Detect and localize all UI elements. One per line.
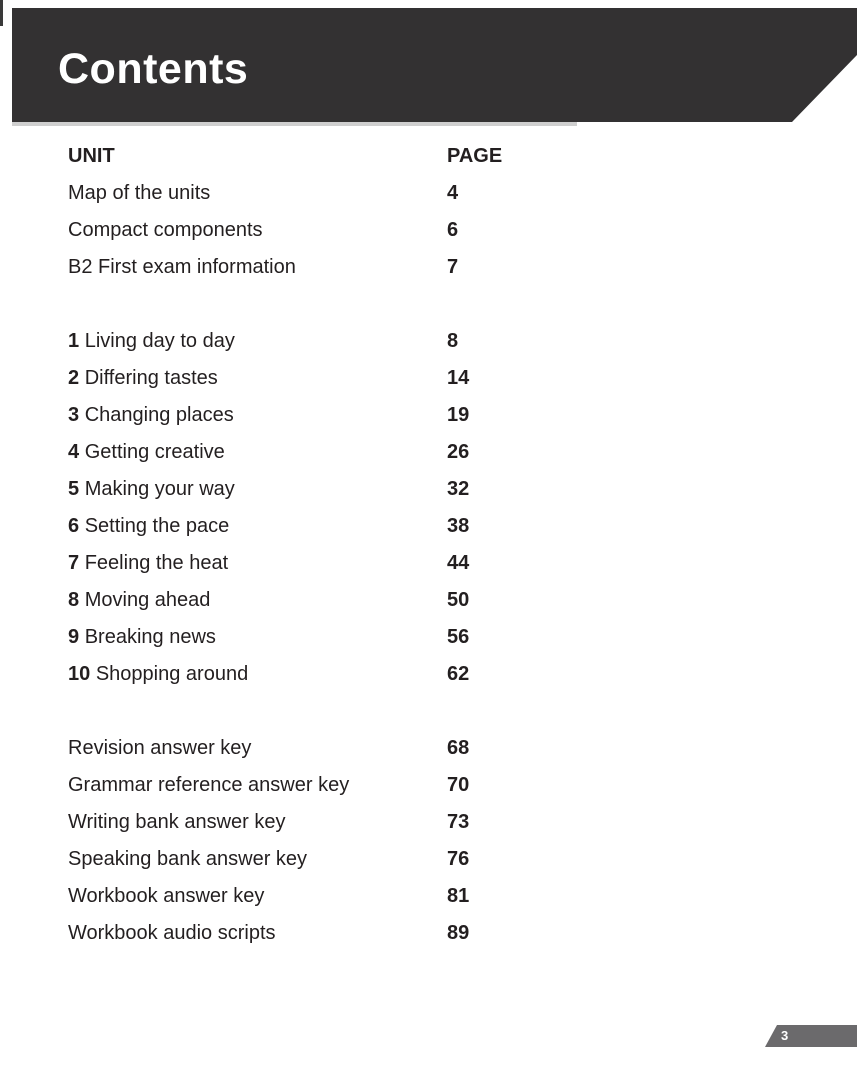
toc-row: B2 First exam information 7 (68, 249, 498, 286)
unit-number: 9 (68, 626, 80, 648)
toc-row: 7 Feeling the heat 44 (68, 545, 498, 582)
toc-entry-label: Revision answer key (68, 737, 252, 759)
toc-entry-label: Grammar reference answer key (68, 774, 350, 796)
toc-entry-page: 89 (447, 922, 470, 944)
toc-row: 2 Differing tastes 14 (68, 360, 498, 397)
toc-entry-label: Getting creative (84, 441, 225, 463)
toc-row: 6 Setting the pace 38 (68, 508, 498, 545)
page-number: 3 (781, 1028, 789, 1043)
toc-entry-label: Speaking bank answer key (68, 848, 308, 870)
toc-entry-page: 4 (447, 182, 459, 204)
toc-entry-page: 32 (447, 478, 470, 500)
toc-row: Workbook answer key 81 (68, 878, 498, 915)
toc-row: Compact components 6 (68, 212, 498, 249)
toc-entry-page: 7 (447, 256, 459, 278)
toc-row: 10 Shopping around 62 (68, 656, 498, 693)
toc-entry-page: 70 (447, 774, 470, 796)
unit-number: 5 (68, 478, 80, 500)
toc-row: Workbook audio scripts 89 (68, 915, 498, 952)
toc-header-row: UNIT PAGE (68, 138, 502, 175)
section-gap (68, 693, 498, 730)
toc-entry-page: 26 (447, 441, 470, 463)
toc-entry-label: Making your way (84, 478, 235, 500)
page-column-header: PAGE (447, 145, 503, 167)
unit-column-header: UNIT (68, 145, 115, 167)
unit-number: 7 (68, 552, 80, 574)
toc-entry-label: Writing bank answer key (68, 811, 286, 833)
scan-edge-artifact (0, 0, 3, 26)
toc-entry-label: Setting the pace (84, 515, 230, 537)
table-of-contents: UNIT PAGE Map of the units 4 Compact com… (68, 138, 502, 952)
toc-entry-label: Differing tastes (84, 367, 218, 389)
unit-number: 8 (68, 589, 80, 611)
toc-row: 1 Living day to day 8 (68, 323, 498, 360)
toc-entry-page: 62 (447, 663, 470, 685)
toc-entry-page: 8 (447, 330, 459, 352)
toc-entry-page: 68 (447, 737, 470, 759)
unit-number: 6 (68, 515, 80, 537)
unit-number: 4 (68, 441, 80, 463)
toc-row: 4 Getting creative 26 (68, 434, 498, 471)
toc-entry-label: Map of the units (68, 182, 211, 204)
toc-row: Grammar reference answer key 70 (68, 767, 498, 804)
banner-shadow (12, 122, 577, 126)
toc-entry-label: Workbook answer key (68, 885, 265, 907)
toc-row: 3 Changing places 19 (68, 397, 498, 434)
toc-entry-label: Workbook audio scripts (68, 922, 276, 944)
toc-entry-page: 73 (447, 811, 470, 833)
toc-entry-page: 14 (447, 367, 470, 389)
toc-entry-label: Breaking news (84, 626, 216, 648)
page-title: Contents (58, 45, 249, 93)
toc-entry-label: Shopping around (95, 663, 249, 685)
toc-entry-label: Living day to day (84, 330, 235, 352)
page-number-tab: 3 (765, 1025, 857, 1047)
toc-entry-page: 6 (447, 219, 459, 241)
toc-entry-label: B2 First exam information (68, 256, 296, 278)
toc-entry-label: Moving ahead (84, 589, 211, 611)
section-gap (68, 286, 498, 323)
toc-row: 8 Moving ahead 50 (68, 582, 498, 619)
toc-entry-page: 50 (447, 589, 470, 611)
toc-row: Map of the units 4 (68, 175, 498, 212)
toc-row: Speaking bank answer key 76 (68, 841, 498, 878)
unit-number: 2 (68, 367, 80, 389)
toc-row: Revision answer key 68 (68, 730, 498, 767)
toc-entry-page: 19 (447, 404, 470, 426)
toc-entry-page: 81 (447, 885, 470, 907)
toc-row: 5 Making your way 32 (68, 471, 498, 508)
unit-number: 1 (68, 330, 80, 352)
toc-entry-label: Feeling the heat (84, 552, 229, 574)
toc-row: 9 Breaking news 56 (68, 619, 498, 656)
toc-entry-page: 76 (447, 848, 470, 870)
toc-entry-label: Compact components (68, 219, 263, 241)
toc-row: Writing bank answer key 73 (68, 804, 498, 841)
toc-entry-label: Changing places (84, 404, 234, 426)
toc-entry-page: 44 (447, 552, 470, 574)
unit-number: 3 (68, 404, 80, 426)
toc-entry-page: 38 (447, 515, 470, 537)
header-banner: Contents (12, 8, 857, 122)
unit-number: 10 (68, 663, 91, 685)
toc-entry-page: 56 (447, 626, 470, 648)
